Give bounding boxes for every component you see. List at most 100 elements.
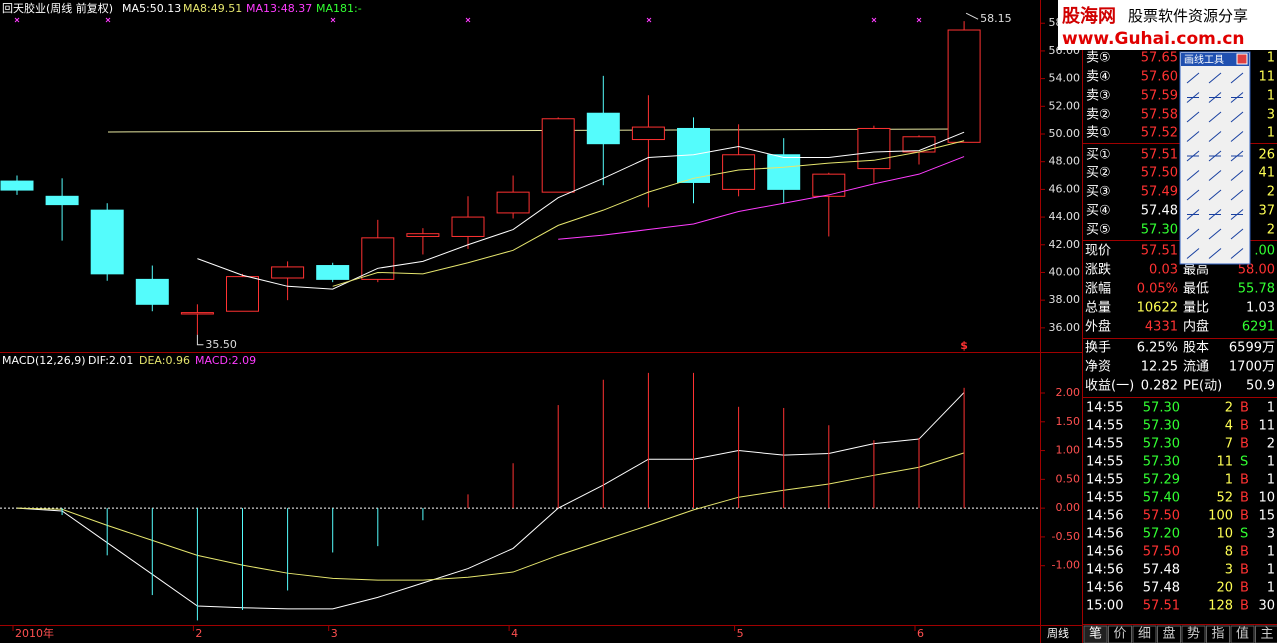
tool-button[interactable]: [1228, 89, 1246, 106]
tool-icon[interactable]: [1186, 131, 1200, 142]
trade-volume: 2: [1225, 401, 1233, 416]
y-tick-label: 50.00: [1049, 127, 1081, 140]
tool-button[interactable]: [1228, 226, 1246, 242]
trade-time: 14:55: [1086, 419, 1123, 434]
tool-button[interactable]: [1228, 109, 1246, 125]
tool-button[interactable]: [1228, 128, 1246, 145]
tab[interactable]: [1083, 625, 1108, 643]
tool-button[interactable]: [1184, 167, 1202, 184]
tool-button[interactable]: [1228, 167, 1246, 184]
tool-icon[interactable]: [1230, 131, 1244, 142]
tool-button[interactable]: [1184, 109, 1202, 125]
close-button[interactable]: [1236, 53, 1248, 65]
quote-label: 收益(一): [1085, 379, 1134, 394]
tool-icon[interactable]: [1186, 189, 1200, 201]
tab[interactable]: [1255, 625, 1277, 643]
tool-button[interactable]: [1184, 187, 1202, 203]
trade-count: 1: [1267, 401, 1275, 416]
tool-button[interactable]: [1184, 70, 1202, 86]
tool-button[interactable]: [1184, 128, 1202, 145]
tool-icon[interactable]: [1186, 150, 1200, 162]
trade-count: 1: [1267, 455, 1275, 470]
tool-icon[interactable]: [1186, 111, 1200, 123]
info-marker: [14, 17, 20, 23]
tool-icon[interactable]: [1208, 228, 1222, 240]
tool-icon[interactable]: [1230, 111, 1244, 123]
book-volume: 26: [1258, 148, 1275, 163]
tool-button[interactable]: [1206, 109, 1224, 125]
candle-body: [135, 278, 169, 305]
book-label: 卖③: [1086, 89, 1111, 104]
tool-button[interactable]: [1228, 206, 1246, 223]
tool-button[interactable]: [1184, 89, 1202, 106]
trade-time: 14:56: [1086, 527, 1123, 542]
tool-icon[interactable]: [1208, 248, 1222, 259]
tool-button[interactable]: [1184, 226, 1202, 242]
tab[interactable]: [1132, 625, 1157, 643]
tab[interactable]: [1206, 625, 1230, 643]
trade-price: 57.50: [1143, 509, 1180, 524]
tool-button[interactable]: [1184, 206, 1202, 223]
tool-icon[interactable]: [1208, 72, 1222, 84]
tab[interactable]: [1108, 625, 1132, 643]
candle-body: [496, 191, 530, 214]
tool-icon[interactable]: [1208, 209, 1222, 220]
tab[interactable]: [1157, 625, 1181, 643]
tool-icon[interactable]: [1208, 131, 1222, 142]
candle-body: [631, 126, 665, 141]
tool-icon[interactable]: [1186, 228, 1200, 240]
tool-icon[interactable]: [1230, 92, 1244, 103]
trade-price: 57.20: [1143, 527, 1180, 542]
tool-icon[interactable]: [1186, 248, 1200, 259]
tool-button[interactable]: [1206, 167, 1224, 184]
trade-time: 14:56: [1086, 563, 1123, 578]
book-price: 57.48: [1141, 204, 1178, 219]
tool-button[interactable]: [1228, 245, 1246, 262]
trade-side: B: [1240, 419, 1249, 434]
tool-icon[interactable]: [1208, 92, 1222, 103]
tool-button[interactable]: [1206, 245, 1224, 262]
tab[interactable]: [1230, 625, 1255, 643]
tool-button[interactable]: [1206, 226, 1224, 242]
tool-icon[interactable]: [1230, 248, 1244, 259]
tool-icon[interactable]: [1186, 170, 1200, 181]
y-tick-label: -1.00: [1052, 559, 1080, 572]
book-volume: 41: [1258, 166, 1275, 181]
tool-icon[interactable]: [1208, 189, 1222, 201]
quote-value: 10622: [1137, 301, 1178, 316]
x-tick-label: 6: [917, 627, 924, 640]
tool-button[interactable]: [1228, 187, 1246, 203]
book-label: 卖①: [1086, 126, 1111, 141]
tool-icon[interactable]: [1186, 92, 1200, 103]
tool-icon[interactable]: [1230, 170, 1244, 181]
tool-icon[interactable]: [1186, 72, 1200, 84]
annotation-arrow: [965, 12, 979, 20]
tool-icon[interactable]: [1230, 150, 1244, 162]
quote-value: 4331: [1145, 320, 1178, 335]
candle-body: [180, 312, 214, 315]
tool-button[interactable]: [1228, 148, 1246, 164]
tool-icon[interactable]: [1186, 209, 1200, 220]
annotation: 35.50: [205, 338, 237, 351]
tab[interactable]: [1181, 625, 1206, 643]
tool-button[interactable]: [1206, 187, 1224, 203]
tool-button[interactable]: [1206, 148, 1224, 164]
info-marker: [916, 17, 922, 23]
tool-button[interactable]: [1206, 70, 1224, 86]
tool-button[interactable]: [1206, 206, 1224, 223]
tool-icon[interactable]: [1230, 209, 1244, 220]
tool-icon[interactable]: [1230, 228, 1244, 240]
tool-button[interactable]: [1206, 128, 1224, 145]
tool-button[interactable]: [1184, 148, 1202, 164]
trade-count: 10: [1258, 491, 1275, 506]
tool-button[interactable]: [1184, 245, 1202, 262]
tool-icon[interactable]: [1208, 170, 1222, 181]
tool-button[interactable]: [1228, 70, 1246, 86]
trade-volume: 11: [1216, 455, 1233, 470]
tool-button[interactable]: [1206, 89, 1224, 106]
tool-icon[interactable]: [1230, 189, 1244, 201]
tool-icon[interactable]: [1230, 72, 1244, 84]
tool-icon[interactable]: [1208, 111, 1222, 123]
tool-icon[interactable]: [1208, 150, 1222, 162]
